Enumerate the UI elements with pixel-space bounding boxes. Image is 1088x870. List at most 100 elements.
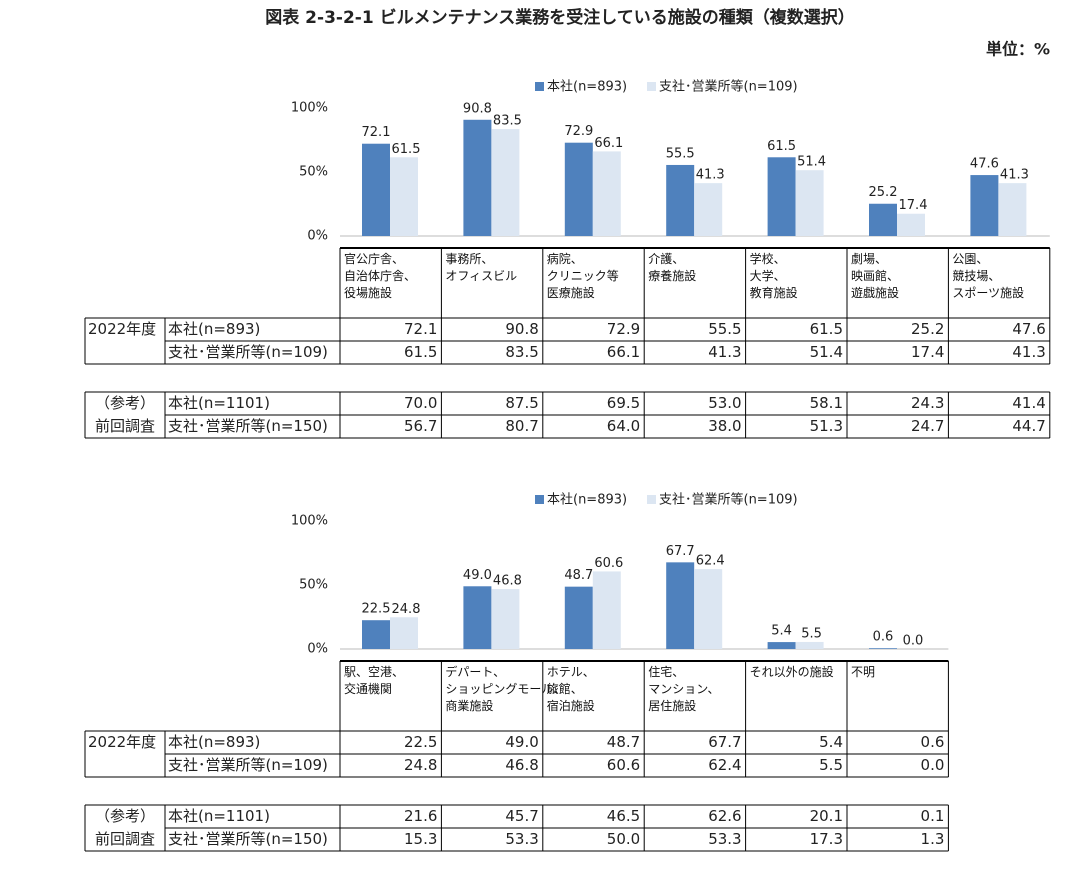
table-cell: 69.5 (607, 394, 640, 412)
bar (666, 164, 695, 236)
category-label: 学校、 大学、 教育施設 (749, 252, 798, 300)
y-tick-label: 0% (307, 229, 328, 244)
table-cell: 60.6 (607, 756, 640, 774)
table-cell: 64.0 (607, 417, 640, 435)
table-cell: 45.7 (505, 807, 538, 825)
table-cell: 58.1 (810, 394, 843, 412)
table-group-label: 2022年度 (88, 320, 156, 338)
data-label: 51.4 (797, 155, 826, 170)
table-cell: 41.3 (1012, 343, 1045, 361)
row-label: 支社･営業所等(n=109) (168, 756, 328, 774)
y-tick-label: 50% (299, 578, 328, 593)
table-cell: 50.0 (607, 830, 640, 848)
bar (767, 642, 796, 649)
table-cell: 67.7 (708, 733, 741, 751)
table-cell: 72.1 (404, 320, 437, 338)
bar (897, 213, 925, 236)
data-label: 72.9 (564, 124, 593, 139)
legend-swatch (647, 82, 656, 91)
row-label: 本社(n=1101) (168, 394, 270, 412)
legend-label: 支社･営業所等(n=109) (659, 79, 798, 95)
table-cell: 46.8 (505, 756, 538, 774)
category-label: 病院、 クリニック等 医療施設 (546, 252, 619, 300)
bar (694, 183, 723, 236)
legend-swatch (647, 495, 656, 504)
table-cell: 17.3 (810, 830, 843, 848)
bar (390, 617, 418, 649)
category-label: 劇場、 映画館、 遊戯施設 (851, 252, 900, 300)
table-cell: 55.5 (708, 320, 741, 338)
unit: 単位：% (986, 40, 1050, 59)
table-cell: 24.7 (911, 417, 944, 435)
legend-label: 支社･営業所等(n=109) (659, 492, 798, 508)
data-label: 67.7 (666, 544, 695, 559)
table-cell: 80.7 (505, 417, 538, 435)
bar (666, 562, 695, 649)
table-cell: 21.6 (404, 807, 437, 825)
data-label: 0.0 (903, 634, 924, 649)
table-cell: 38.0 (708, 417, 741, 435)
data-label: 25.2 (869, 185, 898, 200)
bar (592, 151, 621, 236)
bar (390, 157, 418, 236)
table-cell: 53.3 (708, 830, 741, 848)
table-cell: 20.1 (810, 807, 843, 825)
table-cell: 41.3 (708, 343, 741, 361)
legend-label: 本社(n=893) (547, 79, 627, 95)
table-cell: 0.0 (921, 756, 945, 774)
data-label: 66.1 (594, 136, 623, 151)
title: 図表 2-3-2-1 ビルメンテナンス業務を受注している施設の種類（複数選択） (265, 7, 854, 28)
table-cell: 83.5 (505, 343, 538, 361)
data-label: 72.1 (362, 125, 391, 140)
category-label: 駅、空港、 交通機関 (344, 665, 405, 696)
bar (970, 175, 999, 236)
data-label: 0.6 (873, 630, 894, 645)
category-label: 公園、 競技場、 スポーツ施設 (952, 252, 1025, 300)
data-label: 61.5 (767, 139, 796, 154)
category-label: 住宅、 マンション、 居住施設 (648, 665, 720, 713)
bar (491, 129, 520, 236)
table-cell: 49.0 (505, 733, 538, 751)
bar (564, 586, 593, 649)
category-label: 官公庁舎、 自治体庁舎、 役場施設 (344, 252, 417, 300)
y-tick-label: 50% (299, 165, 328, 180)
data-label: 41.3 (1000, 168, 1029, 183)
table-cell: 25.2 (911, 320, 944, 338)
bar (795, 641, 824, 649)
data-label: 55.5 (666, 146, 695, 161)
table-cell: 53.0 (708, 394, 741, 412)
bar (869, 648, 897, 649)
bar (767, 157, 796, 236)
table-cell: 0.6 (921, 733, 945, 751)
table-cell: 87.5 (505, 394, 538, 412)
table-group-label: （参考） (95, 394, 155, 412)
bar (795, 170, 824, 236)
table-cell: 90.8 (505, 320, 538, 338)
data-label: 49.0 (463, 568, 492, 583)
row-label: 支社･営業所等(n=150) (168, 830, 328, 848)
table-cell: 66.1 (607, 343, 640, 361)
bar (869, 203, 897, 236)
data-label: 60.6 (594, 556, 623, 571)
table-cell: 47.6 (1012, 320, 1045, 338)
table-cell: 61.5 (404, 343, 437, 361)
table-cell: 24.3 (911, 394, 944, 412)
table-cell: 44.7 (1012, 417, 1045, 435)
data-label: 90.8 (463, 101, 492, 116)
data-label: 61.5 (392, 142, 421, 157)
data-label: 62.4 (696, 554, 725, 569)
bar (592, 571, 621, 649)
table-group-label: 2022年度 (88, 733, 156, 751)
table-cell: 51.3 (810, 417, 843, 435)
bar (491, 589, 520, 649)
bar (998, 183, 1027, 236)
table-cell: 15.3 (404, 830, 437, 848)
row-label: 支社･営業所等(n=109) (168, 343, 328, 361)
table-cell: 72.9 (607, 320, 640, 338)
table-cell: 53.3 (505, 830, 538, 848)
y-tick-label: 100% (291, 514, 328, 529)
table-cell: 0.1 (921, 807, 945, 825)
legend-swatch (535, 495, 544, 504)
table-cell: 17.4 (911, 343, 944, 361)
